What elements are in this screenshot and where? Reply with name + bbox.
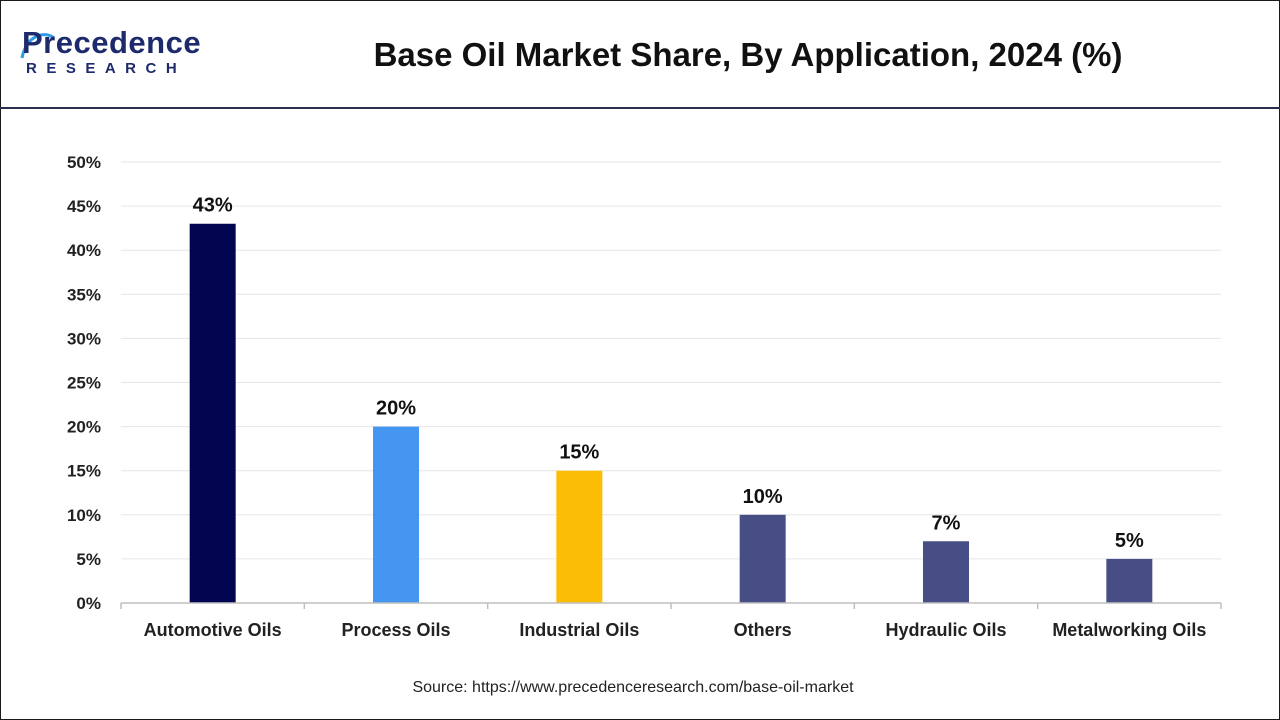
bar [923, 541, 969, 603]
bar-value-label: 5% [1115, 530, 1144, 552]
bar-chart: 0% 5% 10% 15% 20% 25% 30% 35% 40% 45% 50% 43% 20% 15… [67, 153, 1222, 640]
bar [556, 470, 603, 603]
y-tick-label: 50% [67, 153, 101, 172]
bar-value-label: 15% [559, 442, 599, 464]
bar-value-label: 7% [932, 512, 961, 534]
y-tick-label: 0% [76, 594, 101, 613]
x-tick-label: Industrial Oils [519, 620, 639, 640]
bar [189, 223, 236, 603]
x-tick-label: Process Oils [341, 620, 450, 640]
header: Precedence RESEARCH Base Oil Market Shar… [0, 0, 1280, 109]
bar [373, 426, 419, 603]
y-tick-label: 30% [67, 329, 101, 348]
logo-main-text: Precedence [22, 25, 202, 60]
bar-value-label: 20% [376, 398, 416, 420]
bar-value-label: 43% [193, 195, 233, 217]
x-axis-ticks: Automotive Oils Process Oils Industrial Oi… [144, 620, 1207, 640]
chart-title: Base Oil Market Share, By Application, 2… [373, 36, 1123, 73]
y-tick-label: 35% [67, 285, 101, 304]
x-tick-label: Hydraulic Oils [885, 620, 1006, 640]
y-tick-label: 25% [67, 374, 101, 393]
x-tick-label: Metalworking Oils [1052, 620, 1206, 640]
y-tick-label: 15% [67, 462, 101, 481]
x-axis [120, 602, 1222, 609]
y-axis-ticks: 0% 5% 10% 15% 20% 25% 30% 35% 40% 45% 50% [67, 153, 101, 613]
y-tick-label: 20% [67, 418, 101, 437]
gridlines [121, 161, 1221, 560]
x-tick-label: Automotive Oils [144, 620, 282, 640]
brand-logo: Precedence RESEARCH [20, 25, 222, 86]
bar [739, 514, 786, 603]
logo-swoosh-icon [20, 33, 55, 59]
logo-sub-text: RESEARCH [26, 60, 187, 77]
y-tick-label: 40% [67, 241, 101, 260]
y-tick-label: 5% [76, 550, 101, 569]
y-tick-label: 45% [67, 197, 101, 216]
bar-value-label: 10% [743, 486, 783, 508]
x-tick-label: Others [734, 620, 792, 640]
bar-value-labels: 43% 20% 15% 10% 7% 5% [193, 195, 1144, 552]
y-tick-label: 10% [67, 506, 101, 525]
bar [1106, 558, 1153, 603]
bars [189, 223, 1153, 603]
source-note: Source: https://www.precedenceresearch.c… [412, 679, 854, 696]
